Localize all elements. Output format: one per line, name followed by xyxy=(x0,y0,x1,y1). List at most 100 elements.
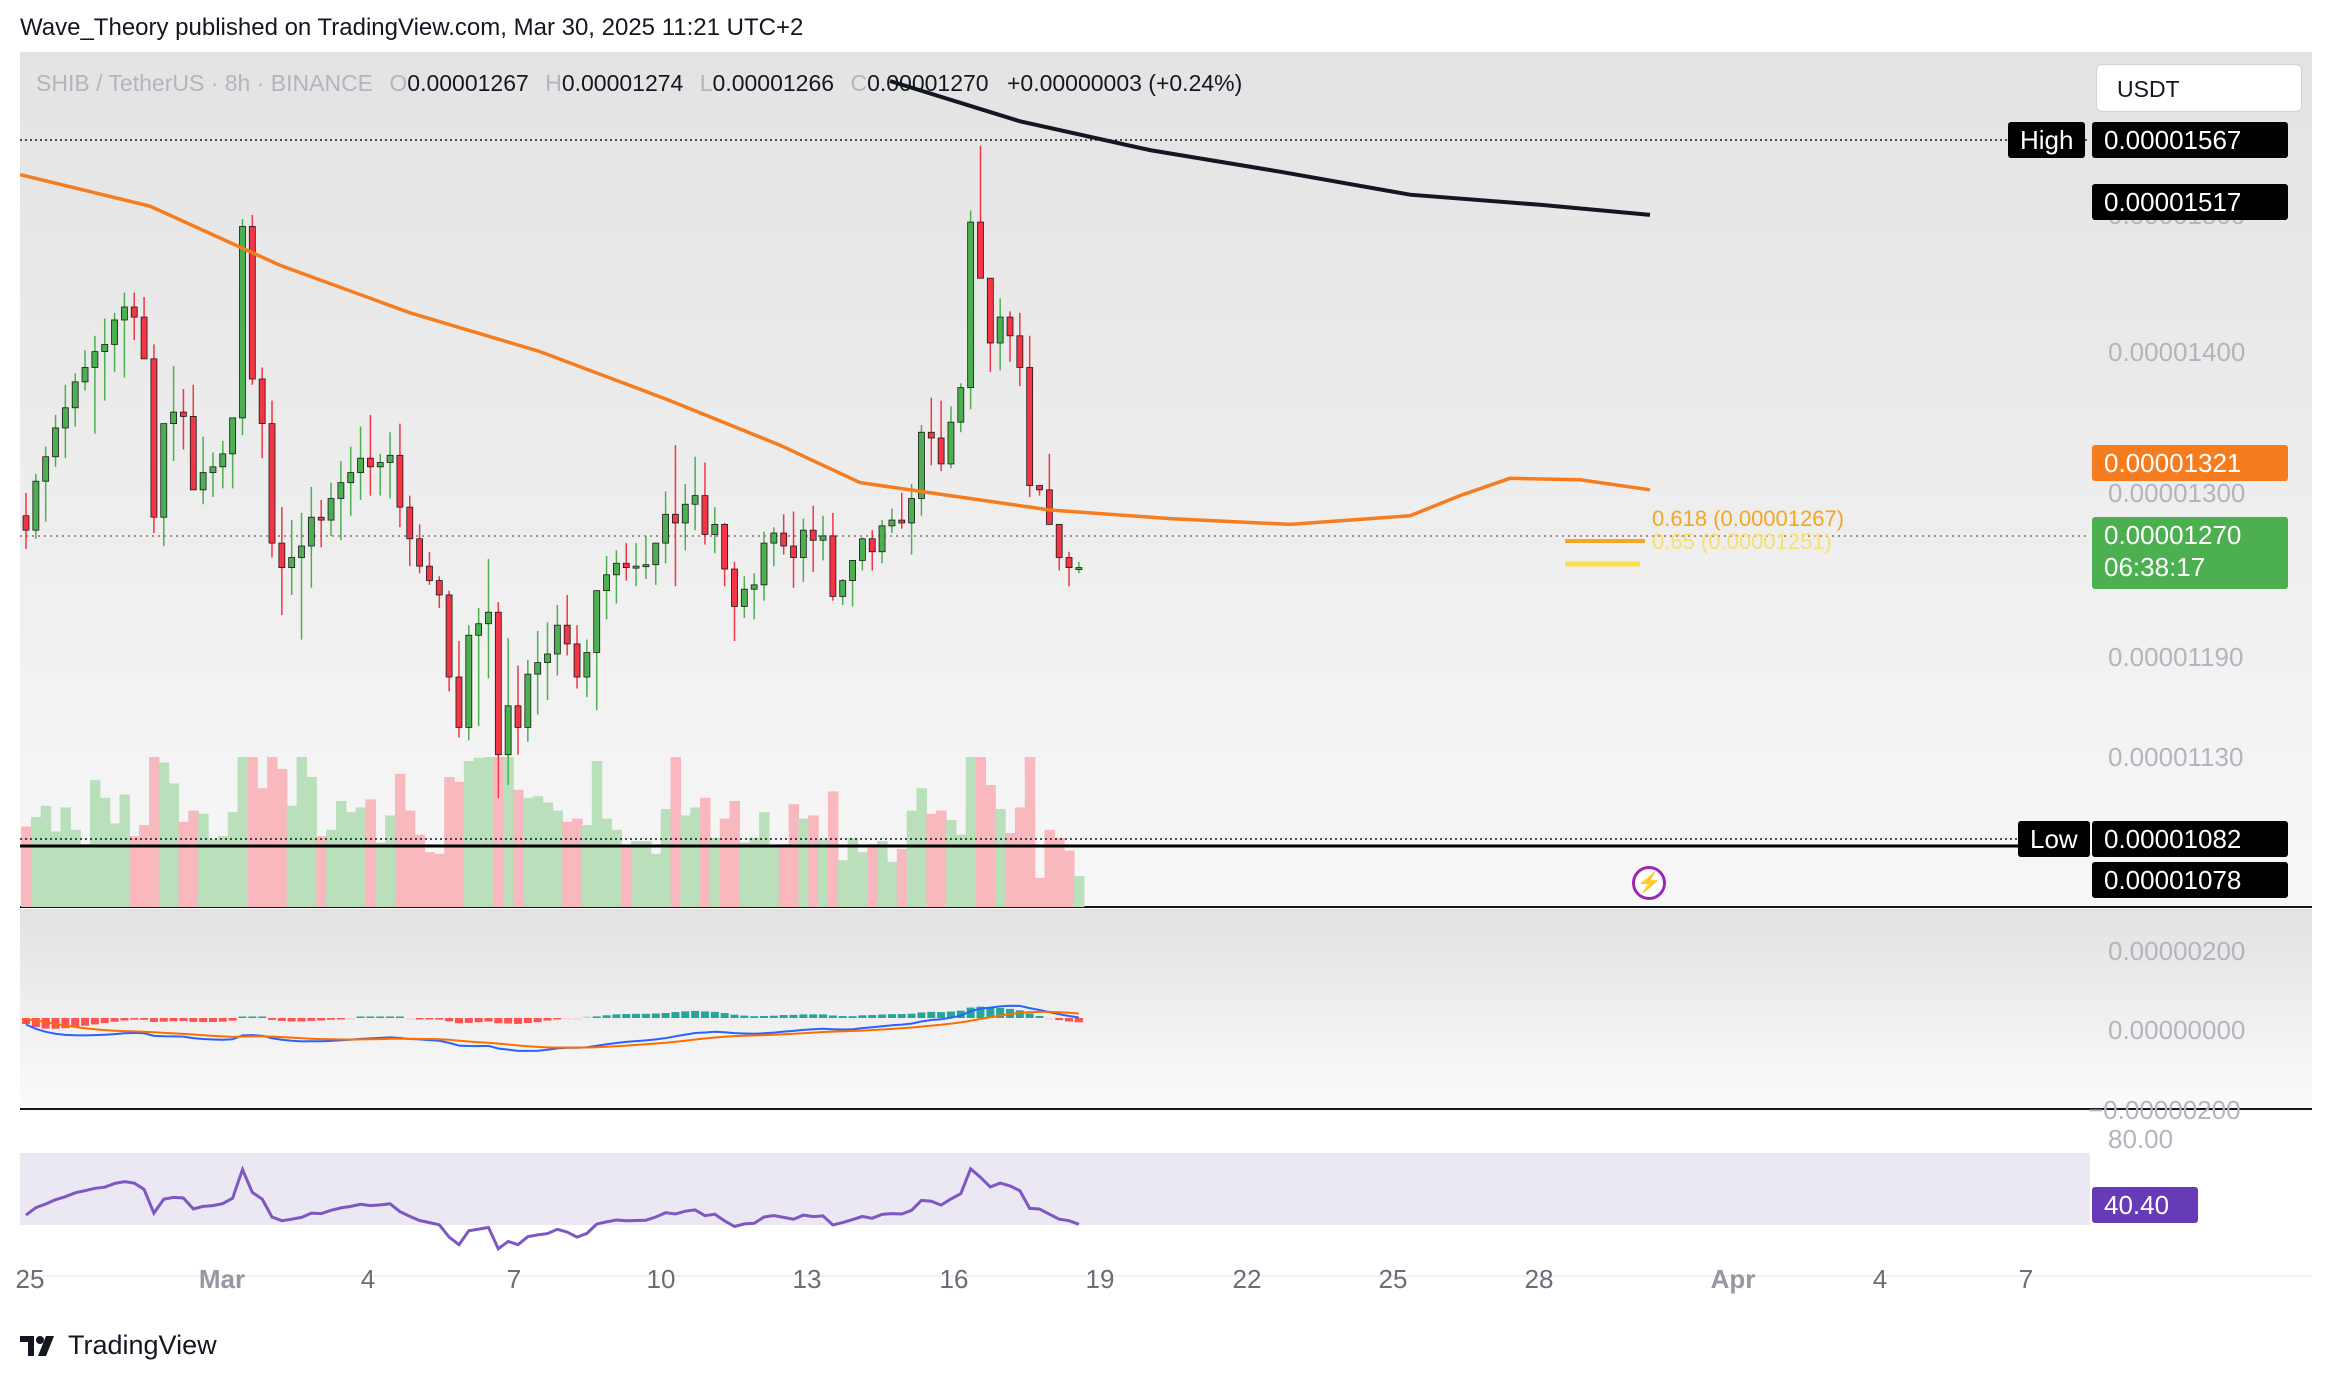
candle xyxy=(1065,551,1073,587)
candle xyxy=(81,350,89,391)
volume-bar xyxy=(906,810,918,907)
symbol-name: SHIB / TetherUS · 8h · BINANCE xyxy=(36,70,374,96)
date-tick: 4 xyxy=(1872,1264,1888,1294)
volume-bar xyxy=(129,836,140,907)
volume-bar xyxy=(1024,757,1036,907)
candle xyxy=(248,214,256,385)
volume-bar xyxy=(355,807,367,907)
candle xyxy=(868,530,876,571)
volume-bar xyxy=(759,812,770,907)
macd-histogram-bar xyxy=(809,1014,818,1018)
chart-canvas[interactable]: 0.618 (0.00001267) 0.65 (0.00001251) xyxy=(20,52,2312,1312)
macd-histogram-bar xyxy=(632,1013,641,1018)
macd-histogram-bar xyxy=(71,1018,80,1028)
tradingview-logo[interactable]: TradingView xyxy=(20,1330,217,1361)
volume-bar xyxy=(877,841,888,907)
date-tick: Apr xyxy=(1710,1264,1756,1294)
candle xyxy=(445,590,453,692)
currency-selector[interactable]: USDT xyxy=(2096,64,2302,112)
candle xyxy=(258,367,266,459)
candle xyxy=(386,432,394,499)
volume-bar xyxy=(296,757,308,907)
macd-histogram-bar xyxy=(651,1013,660,1018)
price-tick: 0.00001400 xyxy=(2108,337,2246,367)
macd-tick: 0.00000000 xyxy=(2108,1015,2246,1045)
macd-histogram-bar xyxy=(907,1013,916,1018)
candle xyxy=(435,576,443,608)
macd-histogram-bar xyxy=(228,1018,237,1021)
macd-histogram-bar xyxy=(179,1018,188,1021)
close-label: C xyxy=(850,70,868,96)
high-label: H xyxy=(545,70,562,96)
candle xyxy=(406,495,414,567)
candle xyxy=(376,453,384,496)
macd-histogram-bar xyxy=(258,1016,267,1018)
candle xyxy=(957,383,965,433)
date-tick: 7 xyxy=(506,1264,522,1294)
volume-bar xyxy=(1044,829,1055,907)
candle xyxy=(71,373,79,427)
price-pane-bg xyxy=(20,52,2312,907)
candle xyxy=(534,630,542,715)
macd-histogram-bar xyxy=(405,1018,414,1020)
volume-bar xyxy=(217,836,229,907)
candle xyxy=(888,508,896,534)
candle xyxy=(278,507,286,616)
macd-histogram-bar xyxy=(946,1011,955,1018)
candle xyxy=(937,400,945,472)
open-value: 0.00001267 xyxy=(407,70,529,96)
volume-bar xyxy=(227,812,239,907)
volume-bar xyxy=(1014,807,1026,907)
date-tick: 25 xyxy=(15,1264,45,1294)
candle xyxy=(553,605,561,676)
volume-bar xyxy=(965,757,977,907)
candle xyxy=(504,638,512,785)
candle xyxy=(426,551,433,585)
volume-bar xyxy=(454,781,465,907)
macd-histogram-bar xyxy=(1074,1018,1083,1023)
macd-histogram-bar xyxy=(769,1015,778,1018)
candle xyxy=(209,452,217,498)
candle xyxy=(977,145,984,279)
high-tag-value: 0.00001567 xyxy=(2092,122,2288,158)
candle xyxy=(760,531,768,601)
volume-bar xyxy=(89,780,101,907)
candle xyxy=(1075,561,1083,574)
candle xyxy=(91,335,99,434)
macd-histogram-bar xyxy=(533,1018,542,1023)
volume-bar xyxy=(149,757,160,907)
candle xyxy=(455,641,463,738)
macd-histogram-bar xyxy=(819,1014,828,1018)
volume-bar xyxy=(729,801,740,907)
candle xyxy=(603,556,610,620)
macd-histogram-bar xyxy=(336,1018,345,1020)
candle xyxy=(799,518,807,582)
volume-bar xyxy=(375,842,386,907)
macd-histogram-bar xyxy=(169,1018,178,1022)
macd-histogram-bar xyxy=(779,1015,788,1018)
high-value: 0.00001274 xyxy=(561,70,684,96)
volume-bar xyxy=(788,804,800,907)
volume-bar xyxy=(70,829,81,907)
macd-line xyxy=(25,1004,1080,1052)
macd-histogram-bar xyxy=(494,1018,503,1024)
chart-area[interactable]: 0.618 (0.00001267) 0.65 (0.00001251) xyxy=(20,52,2312,1312)
price-tick: 0.00001130 xyxy=(2108,742,2244,772)
candle xyxy=(731,561,738,642)
macd-histogram-bar xyxy=(828,1015,837,1018)
volume-bar xyxy=(198,813,209,907)
fib-65-label: 0.65 (0.00001251) xyxy=(1652,529,1832,554)
volume-bar xyxy=(808,815,819,907)
volume-bar xyxy=(345,812,357,907)
ma200-line xyxy=(889,79,1651,217)
macd-histogram-bar xyxy=(199,1018,208,1023)
macd-histogram-bar xyxy=(386,1016,395,1018)
volume-bar xyxy=(768,845,780,907)
date-tick: 4 xyxy=(360,1264,376,1294)
lightning-icon[interactable]: ⚡ xyxy=(1632,866,1666,900)
low-value: 0.00001266 xyxy=(712,70,835,96)
candle xyxy=(996,298,1004,371)
volume-bar xyxy=(513,789,524,907)
macd-histogram-bar xyxy=(327,1018,336,1020)
volume-bar xyxy=(1034,877,1046,907)
